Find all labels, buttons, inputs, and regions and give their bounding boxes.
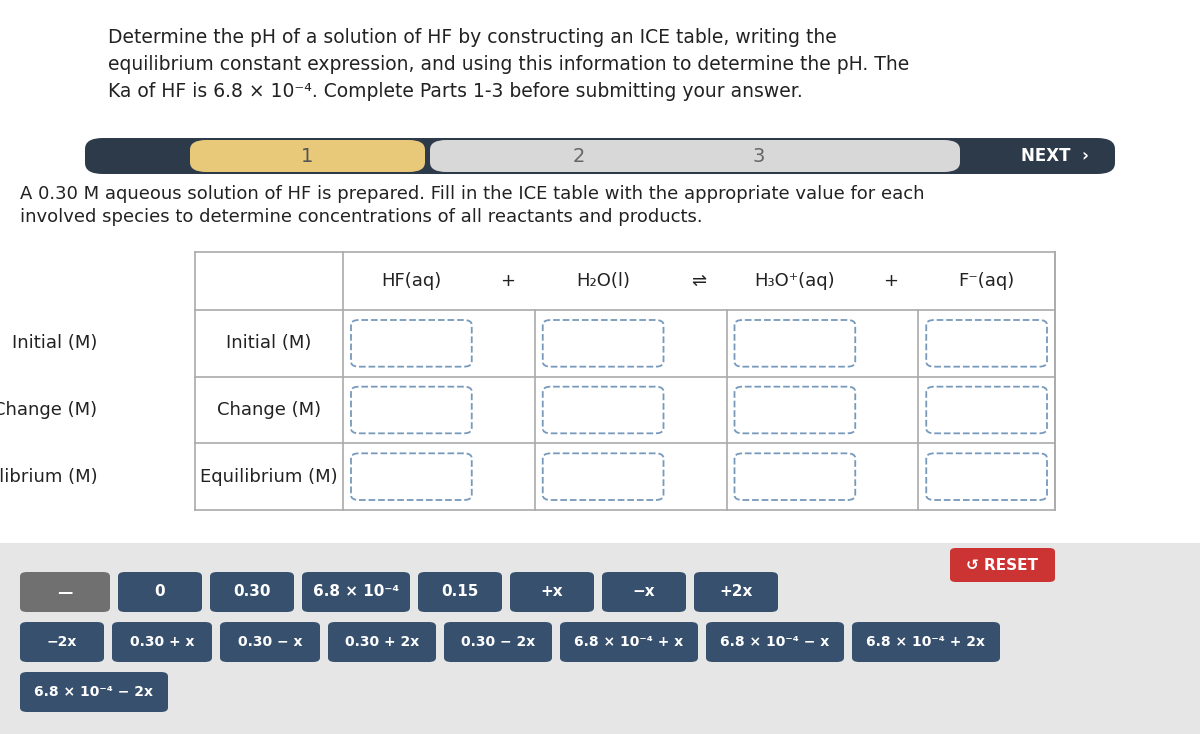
Text: 0.30 + 2x: 0.30 + 2x [344, 635, 419, 649]
Text: ⇌: ⇌ [691, 272, 707, 290]
Text: Equilibrium (M): Equilibrium (M) [0, 468, 97, 486]
Text: −2x: −2x [47, 635, 77, 649]
Text: F⁻(aq): F⁻(aq) [959, 272, 1015, 290]
Text: +: + [499, 272, 515, 290]
Text: 1: 1 [301, 147, 313, 165]
Text: Determine the pH of a solution of HF by constructing an ICE table, writing the: Determine the pH of a solution of HF by … [108, 28, 836, 47]
Text: 6.8 × 10⁻⁴ + x: 6.8 × 10⁻⁴ + x [575, 635, 684, 649]
Text: −x: −x [632, 584, 655, 600]
Text: ↺ RESET: ↺ RESET [966, 558, 1038, 573]
Text: 0.30 + x: 0.30 + x [130, 635, 194, 649]
Text: 6.8 × 10⁻⁴ − 2x: 6.8 × 10⁻⁴ − 2x [35, 685, 154, 699]
Text: NEXT  ›: NEXT › [1021, 147, 1088, 165]
Text: +2x: +2x [719, 584, 752, 600]
Text: 6.8 × 10⁻⁴: 6.8 × 10⁻⁴ [313, 584, 400, 600]
Text: —: — [58, 584, 73, 600]
Text: 0.30 − 2x: 0.30 − 2x [461, 635, 535, 649]
Text: H₃O⁺(aq): H₃O⁺(aq) [755, 272, 835, 290]
Text: A 0.30 M aqueous solution of HF is prepared. Fill in the ICE table with the appr: A 0.30 M aqueous solution of HF is prepa… [20, 185, 924, 203]
Text: 6.8 × 10⁻⁴ + 2x: 6.8 × 10⁻⁴ + 2x [866, 635, 985, 649]
Text: 0.30: 0.30 [233, 584, 271, 600]
Text: 3: 3 [752, 147, 764, 165]
Text: Change (M): Change (M) [217, 401, 322, 419]
Text: Equilibrium (M): Equilibrium (M) [200, 468, 338, 486]
Text: H₂O(l): H₂O(l) [576, 272, 630, 290]
Text: 2: 2 [572, 147, 584, 165]
Text: 0.30 − x: 0.30 − x [238, 635, 302, 649]
Text: 0: 0 [155, 584, 166, 600]
Text: Change (M): Change (M) [0, 401, 97, 419]
Text: 0.15: 0.15 [442, 584, 479, 600]
Text: involved species to determine concentrations of all reactants and products.: involved species to determine concentrat… [20, 208, 703, 226]
Text: 6.8 × 10⁻⁴ − x: 6.8 × 10⁻⁴ − x [720, 635, 829, 649]
Text: +x: +x [541, 584, 563, 600]
Text: HF(aq): HF(aq) [382, 272, 442, 290]
Text: +: + [883, 272, 899, 290]
Text: equilibrium constant expression, and using this information to determine the pH.: equilibrium constant expression, and usi… [108, 55, 910, 74]
Text: Initial (M): Initial (M) [227, 334, 312, 352]
Text: Ka of HF is 6.8 × 10⁻⁴. Complete Parts 1-3 before submitting your answer.: Ka of HF is 6.8 × 10⁻⁴. Complete Parts 1… [108, 82, 803, 101]
Text: Initial (M): Initial (M) [12, 334, 97, 352]
